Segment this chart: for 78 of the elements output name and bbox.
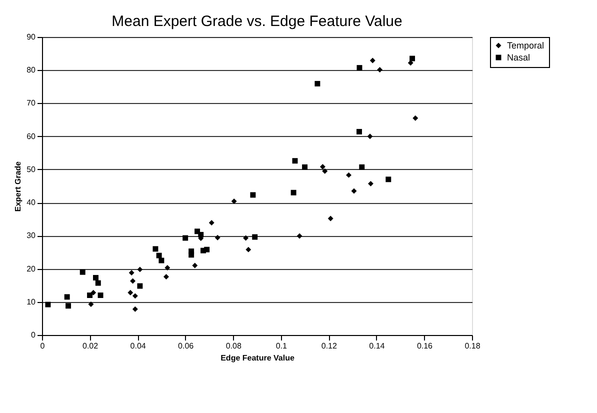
point bbox=[328, 216, 334, 222]
y-tick-label: 50 bbox=[26, 164, 36, 174]
point bbox=[346, 172, 352, 178]
x-tick-label: 0.06 bbox=[178, 342, 194, 350]
y-tick-label: 40 bbox=[26, 198, 36, 208]
legend-label: Nasal bbox=[507, 52, 530, 62]
y-axis-title: Expert Grade bbox=[14, 160, 23, 212]
point bbox=[156, 252, 162, 258]
point bbox=[87, 292, 93, 298]
point bbox=[130, 278, 136, 284]
point bbox=[410, 56, 416, 62]
point bbox=[351, 188, 357, 194]
point bbox=[290, 190, 296, 196]
point bbox=[231, 198, 237, 204]
point bbox=[243, 235, 249, 241]
point bbox=[128, 290, 134, 296]
point bbox=[302, 164, 308, 170]
point bbox=[377, 67, 383, 73]
point bbox=[356, 128, 362, 134]
point bbox=[292, 158, 298, 164]
point bbox=[132, 293, 138, 299]
point bbox=[188, 252, 194, 258]
point bbox=[182, 235, 188, 241]
x-tick-label: 0.1 bbox=[276, 342, 288, 350]
point bbox=[158, 258, 164, 264]
point bbox=[98, 292, 104, 298]
chart-title: Mean Expert Grade vs. Edge Feature Value bbox=[112, 13, 402, 30]
point bbox=[250, 192, 256, 198]
point bbox=[128, 270, 134, 276]
point bbox=[164, 265, 170, 271]
x-tick-label: 0.18 bbox=[464, 342, 481, 350]
point bbox=[132, 306, 138, 312]
point bbox=[137, 283, 143, 289]
point bbox=[208, 220, 214, 226]
point bbox=[64, 294, 70, 300]
point bbox=[314, 80, 320, 86]
x-tick-label: 0 bbox=[40, 342, 46, 350]
y-tick-label: 20 bbox=[26, 264, 36, 274]
point bbox=[246, 246, 252, 252]
point bbox=[386, 176, 392, 182]
x-tick-label: 0.12 bbox=[321, 342, 338, 350]
point bbox=[163, 274, 169, 280]
y-tick-label: 90 bbox=[26, 32, 36, 42]
x-tick-label: 0.16 bbox=[416, 342, 434, 350]
y-tick-label: 60 bbox=[26, 132, 36, 141]
point bbox=[152, 246, 158, 252]
x-axis-title: Edge Feature Value bbox=[220, 354, 295, 362]
point bbox=[252, 234, 258, 240]
point bbox=[359, 164, 365, 170]
point bbox=[322, 168, 328, 174]
y-tick-label: 10 bbox=[26, 297, 36, 306]
point bbox=[45, 302, 51, 308]
point bbox=[95, 280, 101, 286]
legend-label: Temporal bbox=[507, 40, 544, 50]
point bbox=[367, 134, 373, 140]
x-tick-label: 0.04 bbox=[130, 342, 146, 350]
y-tick-label: 70 bbox=[26, 98, 36, 108]
x-tick-label: 0.14 bbox=[369, 342, 386, 350]
point bbox=[356, 65, 362, 71]
point bbox=[320, 164, 326, 170]
y-tick-label: 0 bbox=[31, 330, 36, 340]
point bbox=[88, 301, 94, 307]
point bbox=[198, 232, 204, 238]
point bbox=[204, 246, 210, 252]
point bbox=[192, 262, 198, 268]
x-tick-label: 0.02 bbox=[82, 342, 99, 350]
point bbox=[296, 233, 302, 239]
y-tick-label: 80 bbox=[26, 66, 36, 75]
point bbox=[80, 269, 86, 275]
x-tick-label: 0.08 bbox=[226, 342, 242, 350]
point bbox=[214, 234, 220, 240]
point bbox=[370, 58, 376, 64]
point bbox=[137, 266, 143, 272]
y-tick-label: 30 bbox=[26, 231, 36, 240]
point bbox=[412, 115, 418, 121]
point bbox=[66, 303, 72, 309]
point bbox=[93, 274, 98, 280]
point bbox=[368, 180, 374, 186]
